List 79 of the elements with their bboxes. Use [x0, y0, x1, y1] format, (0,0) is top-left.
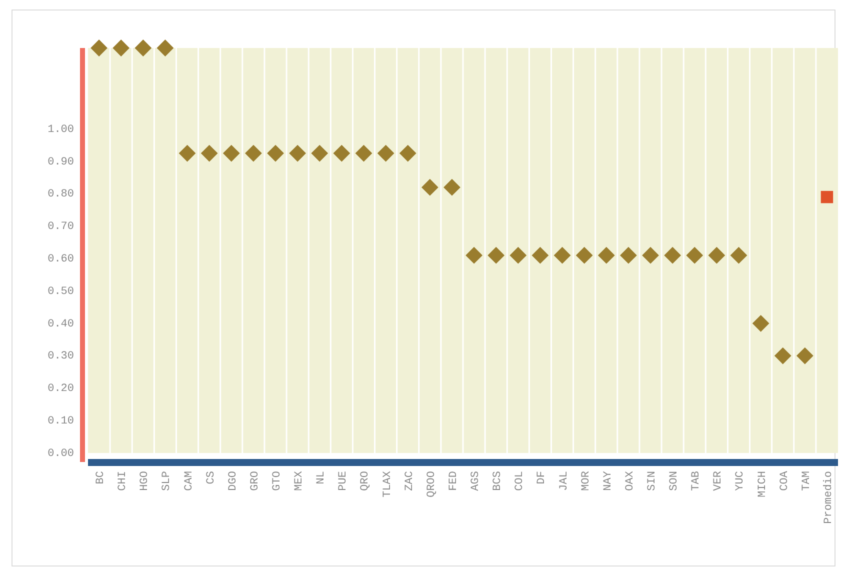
- x-tick-label: QRO: [360, 470, 372, 491]
- x-tick-label: ZAC: [404, 470, 416, 491]
- point: [576, 246, 593, 264]
- point: [554, 246, 571, 264]
- x-tick-label: PUE: [338, 470, 350, 491]
- point: [686, 246, 704, 264]
- point: [311, 144, 328, 162]
- point: [444, 178, 460, 196]
- y-tick-label: 0.00: [48, 448, 74, 460]
- y-tick-label: 0.10: [48, 416, 74, 428]
- point: [245, 144, 262, 162]
- x-tick-label: BC: [95, 470, 108, 484]
- point: [178, 144, 196, 162]
- x-tick-label: DGO: [227, 470, 240, 491]
- point: [708, 246, 726, 264]
- point: [730, 246, 748, 264]
- x-tick-label: AGS: [470, 470, 482, 491]
- x-tick-label: SON: [668, 471, 681, 491]
- point: [112, 40, 130, 56]
- x-tick-label: HGO: [139, 470, 152, 491]
- point: [642, 246, 659, 264]
- y-tick-label: 0.70: [48, 221, 74, 234]
- y-tick-label: 0.30: [48, 350, 74, 363]
- point: [620, 246, 637, 264]
- x-tick-label: NL: [316, 471, 328, 484]
- point: [488, 246, 505, 264]
- y-tick-label: 0.60: [48, 254, 74, 266]
- point: [774, 347, 792, 364]
- x-tick-label: OAX: [624, 470, 636, 491]
- x-tick-label: VER: [712, 470, 725, 491]
- x-tick-label: MICH: [756, 471, 769, 498]
- x-tick-label: Promedio: [822, 471, 835, 524]
- y-tick-label: 0.90: [48, 156, 74, 168]
- point: [156, 40, 174, 56]
- point: [399, 144, 416, 162]
- x-tick-label: SLP: [161, 470, 174, 491]
- x-tick-label: JAL: [558, 471, 570, 491]
- x-tick-label: CS: [205, 470, 218, 484]
- x-tick-label: COL: [514, 471, 526, 491]
- x-tick-label: TAB: [690, 470, 703, 491]
- x-tick-label: BCS: [492, 470, 504, 491]
- point: [377, 144, 394, 162]
- point: [664, 246, 681, 264]
- point: [134, 40, 152, 56]
- x-tick-label: NAY: [602, 470, 614, 491]
- point: [598, 246, 615, 264]
- y-tick-label: 0.80: [48, 188, 74, 201]
- point: [510, 246, 527, 264]
- point: [532, 246, 549, 264]
- x-tick-label: COA: [778, 470, 791, 491]
- y-tick-label: 1.00: [48, 124, 74, 136]
- point: [752, 314, 770, 332]
- point: [289, 144, 306, 162]
- x-tick-label: YUC: [734, 470, 747, 491]
- point: [466, 246, 482, 264]
- x-tick-label: TLAX: [382, 470, 394, 498]
- y-tick-label: 0.20: [48, 383, 74, 396]
- point: [333, 144, 350, 162]
- x-tick-label: SIN: [646, 471, 658, 491]
- y-tick-label: 0.40: [48, 318, 74, 330]
- x-tick-label: GTO: [272, 470, 284, 491]
- point: [796, 347, 814, 364]
- point: [421, 178, 438, 196]
- x-tick-label: QROO: [426, 470, 438, 498]
- y-tick-label: 0.50: [48, 286, 74, 298]
- x-tick-label: TAM: [800, 471, 813, 491]
- point: [267, 144, 284, 162]
- point: [200, 144, 218, 162]
- x-tick-label: FED: [448, 470, 460, 491]
- point: [222, 144, 240, 162]
- point: [355, 144, 372, 162]
- x-tick-label: MEX: [294, 470, 306, 491]
- x-tick-label: GRO: [249, 470, 262, 491]
- point: [90, 40, 108, 56]
- x-tick-label: CAM: [183, 471, 196, 491]
- x-tick-label: CHI: [117, 471, 130, 491]
- x-tick-label: MOR: [580, 470, 592, 491]
- x-tick-label: DF: [536, 471, 548, 484]
- point: [820, 190, 834, 204]
